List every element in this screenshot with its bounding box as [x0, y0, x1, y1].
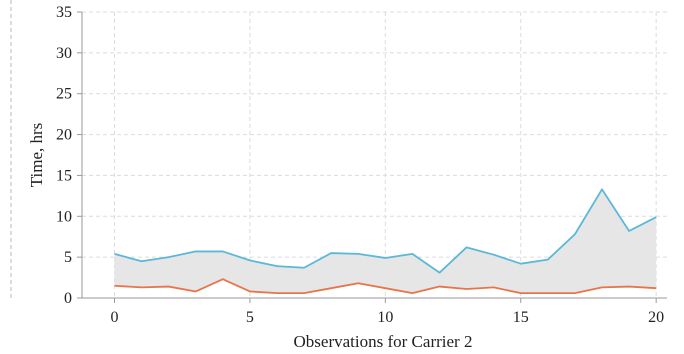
upper-series-line — [114, 188, 657, 274]
x-axis-title: Observations for Carrier 2 — [294, 332, 473, 351]
y-tick-label: 0 — [64, 290, 72, 307]
x-tick-label: 5 — [246, 309, 254, 326]
y-tick-label: 15 — [56, 167, 72, 184]
x-tick-label: 10 — [377, 309, 393, 326]
lower-series-line — [114, 278, 657, 295]
range-band-area — [114, 189, 657, 294]
y-axis-title: Time, hrs — [27, 123, 46, 188]
x-tick-label: 0 — [111, 309, 119, 326]
tick-labels: 0 5 10 15 20 25 30 35 0 5 10 15 20 — [56, 4, 664, 326]
y-tick-label: 10 — [56, 208, 72, 225]
y-tick-label: 35 — [56, 4, 72, 21]
y-tick-label: 20 — [56, 127, 72, 144]
series-lines — [114, 188, 657, 295]
y-tick-label: 5 — [64, 249, 72, 266]
axes — [77, 11, 667, 303]
y-tick-label: 30 — [56, 45, 72, 62]
x-tick-label: 15 — [513, 309, 529, 326]
y-tick-label: 25 — [56, 86, 72, 103]
x-tick-label: 20 — [648, 309, 664, 326]
range-band — [114, 189, 657, 294]
